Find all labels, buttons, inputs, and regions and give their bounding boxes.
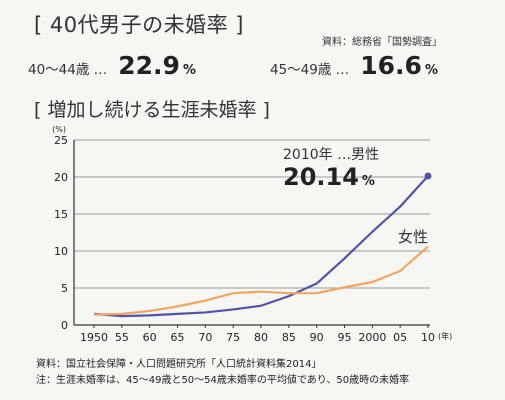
stat-label: 45〜49歳 …: [270, 62, 350, 78]
source-caption: 資料：総務省「国勢調査」: [322, 37, 442, 48]
stat-unit: %: [182, 63, 196, 78]
stat-45-49: 45〜49歳 … 16.6%: [270, 51, 438, 80]
x-tick-label: 85: [282, 331, 296, 344]
x-tick-label: 1950: [80, 331, 108, 344]
stat-40-44: 40〜44歳 … 22.9%: [28, 51, 196, 80]
series-line-男性: [93, 175, 429, 318]
stat-unit: %: [424, 63, 438, 78]
y-tick-label: 20: [54, 171, 68, 184]
stat-label: 40〜44歳 …: [28, 62, 108, 78]
stat-value: 16.6: [360, 51, 422, 80]
x-tick-label: 80: [254, 331, 268, 344]
x-tick-label: 65: [171, 331, 185, 344]
x-tick-label: 60: [143, 331, 157, 344]
page-title: [ 40代男子の未婚率 ]: [34, 13, 244, 37]
y-axis-unit: (%): [52, 125, 66, 134]
x-tick-label: 10: [421, 331, 435, 344]
y-tick-label: 0: [61, 319, 68, 332]
y-tick-label: 25: [54, 134, 68, 147]
series-label-female: 女性: [398, 228, 429, 246]
x-tick-label: 75: [226, 331, 240, 344]
y-tick-label: 10: [54, 245, 68, 258]
x-tick-label: 70: [198, 331, 212, 344]
chart-annotation: 2010年 …男性 20.14%: [283, 148, 379, 189]
annotation-label: 2010年 …男性: [283, 147, 380, 163]
annotation-unit: %: [361, 174, 375, 189]
stat-value: 22.9: [118, 51, 180, 80]
x-tick-label: 95: [338, 331, 352, 344]
x-axis-unit: (年): [438, 331, 452, 341]
annotation-value: 20.14: [283, 163, 359, 191]
footer-source: 資料：国立社会保障・人口問題研究所「人口統計資料集2014」: [36, 359, 322, 370]
chart-section-title: [ 増加し続ける生涯未婚率 ]: [34, 99, 270, 121]
y-tick-label: 15: [54, 208, 68, 221]
series-end-marker: [424, 172, 432, 180]
y-tick-label: 5: [61, 282, 68, 295]
x-tick-label: 55: [115, 331, 129, 344]
x-tick-label: 90: [310, 331, 324, 344]
x-tick-label: 05: [393, 331, 407, 344]
series-line-女性: [93, 245, 429, 316]
footer-note: 注：生涯未婚率は、45〜49歳と50〜54歳未婚率の平均値であり、50歳時の未婚…: [36, 375, 410, 386]
x-tick-label: 2000: [358, 331, 386, 344]
